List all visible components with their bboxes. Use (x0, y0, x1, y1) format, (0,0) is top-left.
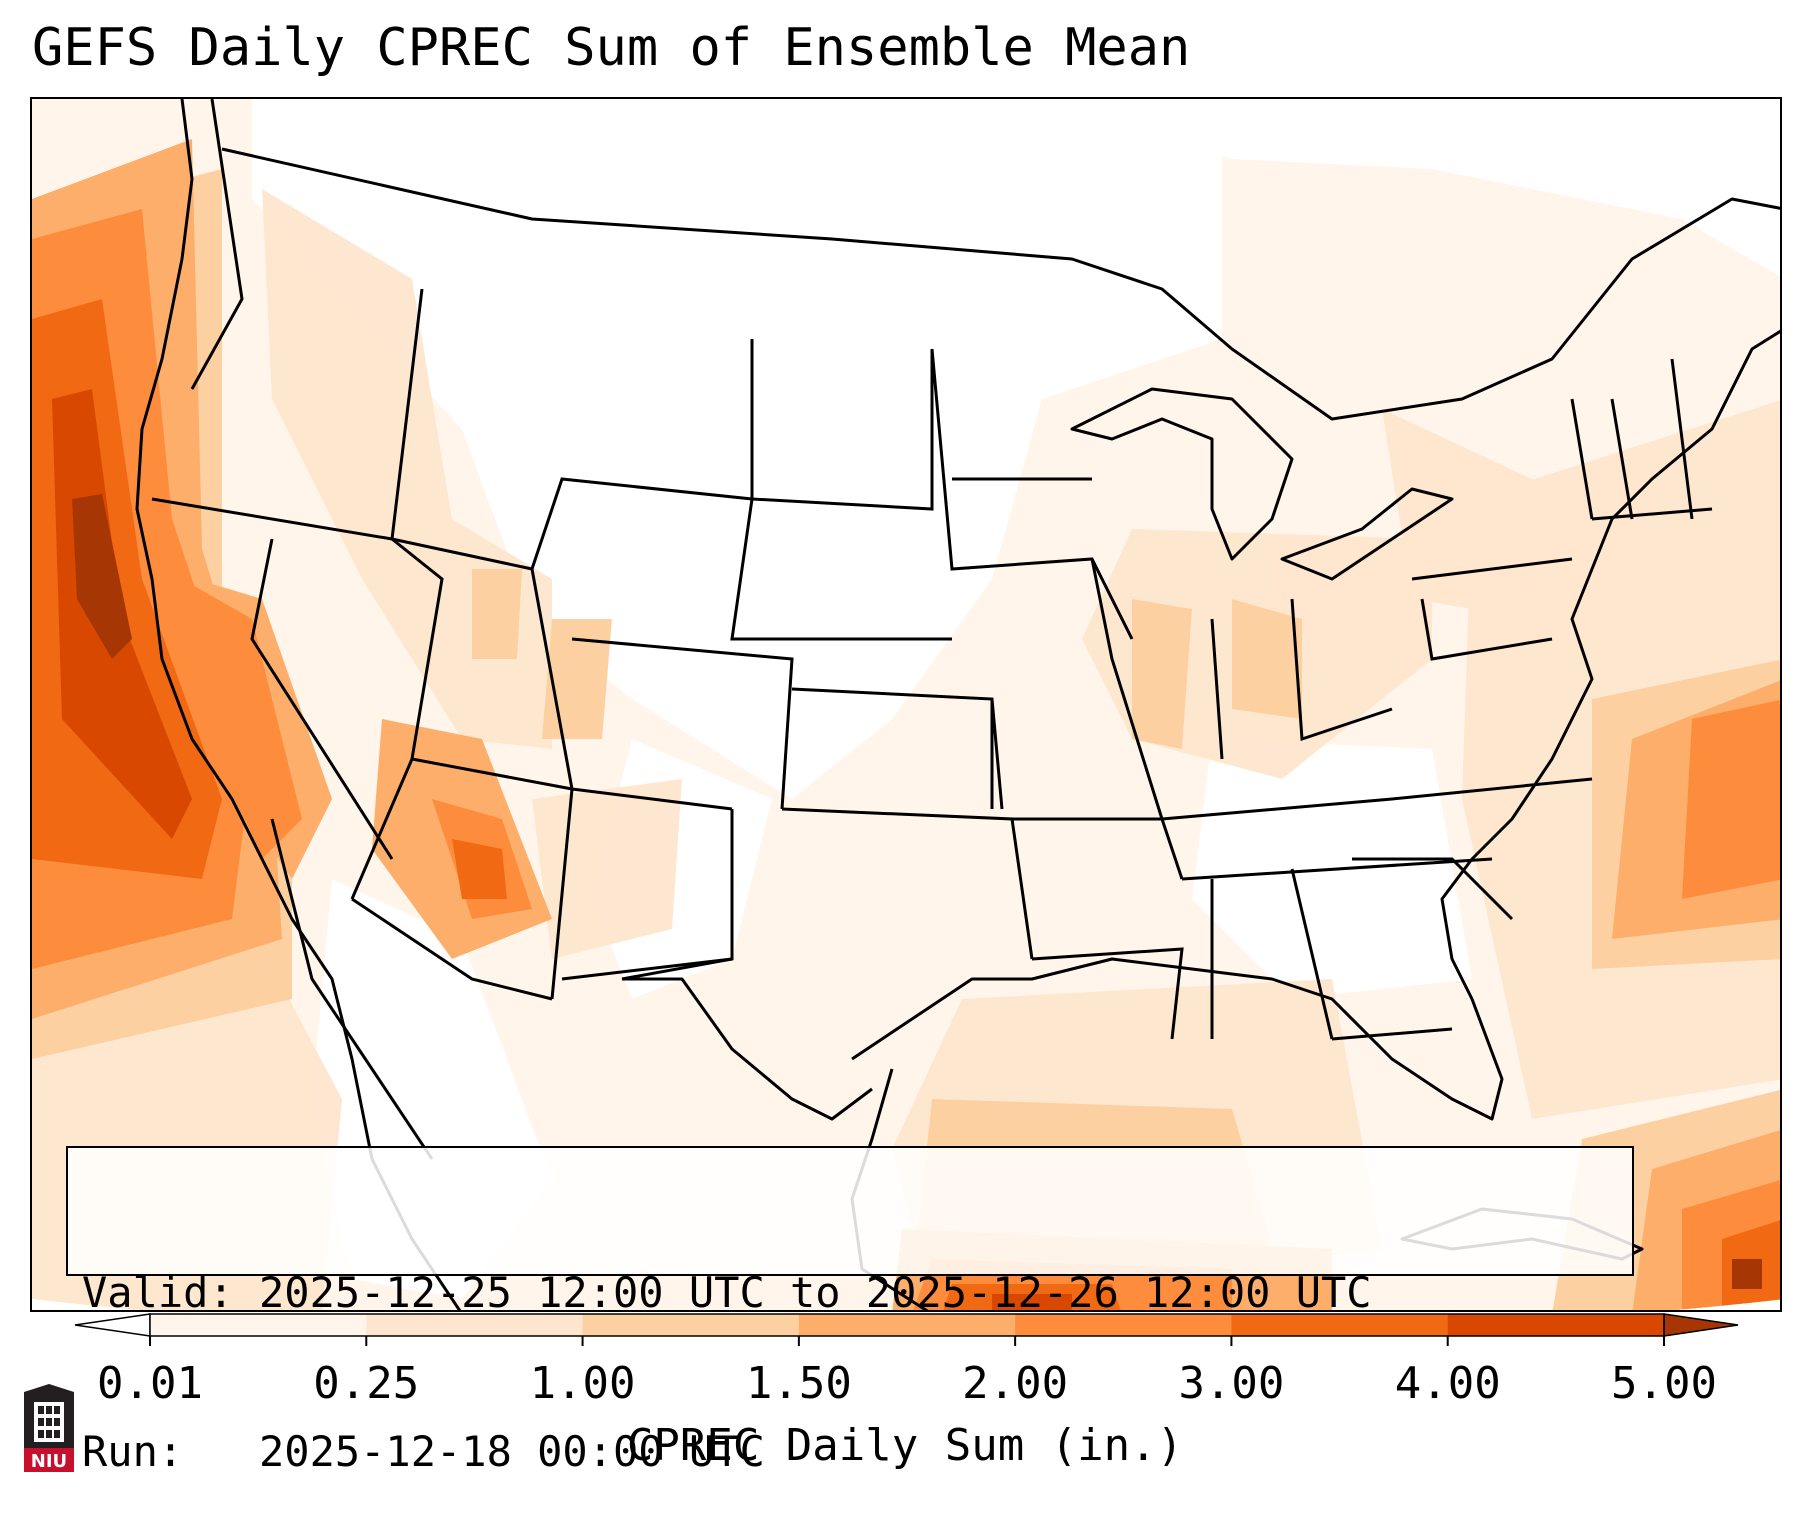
colorbar-extend-max (1663, 1313, 1739, 1337)
colorbar-segment (366, 1314, 584, 1336)
svg-text:NIU: NIU (31, 1451, 67, 1472)
colorbar-segment (1231, 1314, 1449, 1336)
colorbar-tick-label: 1.00 (529, 1358, 636, 1409)
colorbar-segment (582, 1314, 800, 1336)
colorbar-tick-label: 0.25 (313, 1358, 420, 1409)
state-lines (151, 99, 1713, 1041)
colorbar-tick-label: 2.00 (962, 1358, 1069, 1409)
colorbar (74, 1313, 1739, 1346)
colorbar-segment (1447, 1314, 1665, 1336)
colorbar-tick-label: 0.01 (97, 1358, 203, 1409)
run-time-text: Run: 2025-12-18 00:00 UTC (82, 1427, 765, 1476)
valid-run-info-box: Valid: 2025-12-25 12:00 UTC to 2025-12-2… (66, 1146, 1634, 1476)
precipitation-map (30, 97, 1782, 1312)
colorbar-extend-min (74, 1313, 151, 1337)
niu-logo: NIU (20, 1384, 78, 1482)
colorbar-segment (1015, 1314, 1232, 1336)
valid-time-text: Valid: 2025-12-25 12:00 UTC to 2025-12-2… (82, 1268, 1372, 1317)
colorbar-tick-label: 3.00 (1178, 1358, 1285, 1409)
colorbar-segment (798, 1314, 1016, 1336)
map-title: GEFS Daily CPREC Sum of Ensemble Mean (32, 18, 1191, 78)
colorbar-tick-label: 1.50 (745, 1358, 852, 1409)
colorbar-tick-label: 4.00 (1394, 1358, 1501, 1409)
colorbar-outline (149, 1313, 1665, 1337)
colorbar-segment (150, 1314, 367, 1336)
colorbar-tick-label: 5.00 (1611, 1358, 1717, 1409)
colorbar-label: CPREC Daily Sum (in.) (626, 1420, 1184, 1471)
